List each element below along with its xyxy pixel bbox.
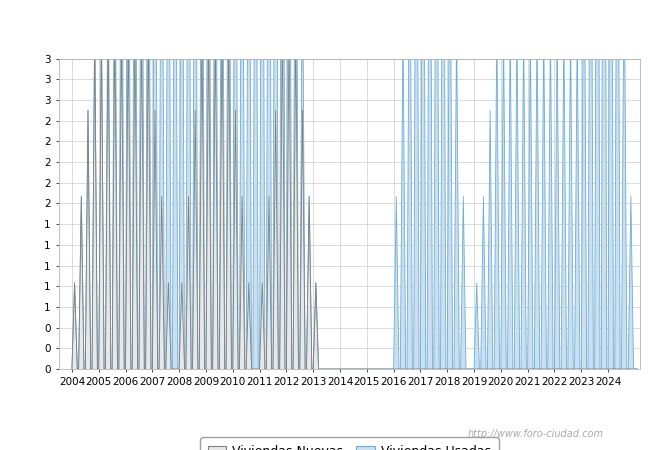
Text: Villagarcía de Campos  -  Evolucion del Nº de Transacciones Inmobiliarias: Villagarcía de Campos - Evolucion del Nº…: [51, 18, 599, 31]
Legend: Viviendas Nuevas, Viviendas Usadas: Viviendas Nuevas, Viviendas Usadas: [200, 437, 499, 450]
Text: http://www.foro-ciudad.com: http://www.foro-ciudad.com: [468, 429, 604, 439]
